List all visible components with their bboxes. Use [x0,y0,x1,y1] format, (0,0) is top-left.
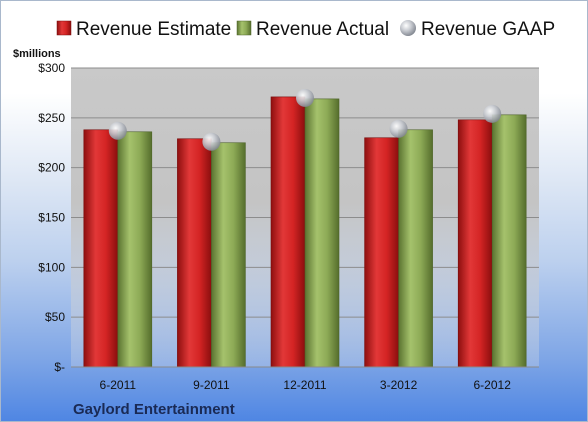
legend-label-estimate: Revenue Estimate [76,19,231,40]
y-tick-label: $250 [38,111,65,125]
bar-revenue-estimate [83,129,119,368]
y-tick-label: $- [54,360,65,374]
y-tick-label: $50 [45,310,65,324]
legend-swatch-gaap [400,20,416,36]
y-axis-ticks: $- $50 $100 $150 $200 $250 $300 [38,61,65,374]
bars [83,96,527,368]
legend-item-estimate: Revenue Estimate [56,19,231,40]
legend-label-actual: Revenue Actual [256,19,389,40]
bar-revenue-actual [304,98,340,368]
legend: Revenue Estimate Revenue Actual Revenue … [56,19,555,40]
y-unit-label: $millions [13,48,61,60]
marker-revenue-gaap [389,119,408,138]
legend-label-gaap: Revenue GAAP [421,19,555,40]
marker-revenue-gaap [296,88,314,107]
legend-swatch-actual [236,20,252,36]
bar-revenue-actual [211,142,246,368]
gaap-markers [108,88,502,151]
x-axis-ticks: 6-2011 9-2011 12-2011 3-2012 6-2012 [100,378,512,392]
bar-revenue-actual [398,129,433,368]
legend-swatch-estimate [56,20,72,36]
bar-revenue-estimate [270,96,306,368]
marker-revenue-gaap [202,132,221,151]
bar-revenue-actual [117,131,153,368]
y-tick-label: $200 [38,161,65,175]
bar-revenue-estimate [177,138,212,368]
bar-revenue-estimate [364,137,399,368]
bar-revenue-actual [491,114,527,368]
legend-item-actual: Revenue Actual [236,19,389,40]
legend-item-gaap: Revenue GAAP [400,19,555,40]
y-tick-label: $100 [38,260,65,274]
x-tick-label: 6-2011 [100,378,137,392]
y-tick-label: $300 [38,61,65,75]
company-name: Gaylord Entertainment [73,401,235,418]
x-tick-label: 6-2012 [474,378,512,392]
x-tick-label: 9-2011 [193,378,230,392]
x-tick-label: 3-2012 [380,378,418,392]
x-tick-label: 12-2011 [283,378,326,392]
marker-revenue-gaap [108,121,127,140]
bar-revenue-estimate [457,119,493,368]
y-tick-label: $150 [38,211,65,225]
marker-revenue-gaap [483,104,502,123]
